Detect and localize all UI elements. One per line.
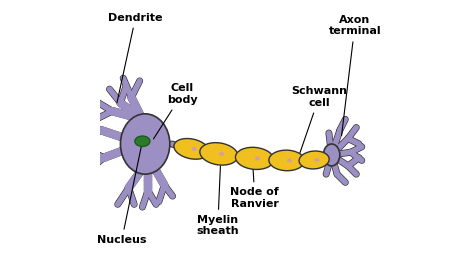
Ellipse shape <box>314 158 319 162</box>
Ellipse shape <box>299 151 329 169</box>
Ellipse shape <box>287 158 292 163</box>
Text: Myelin
sheath: Myelin sheath <box>197 166 239 237</box>
Ellipse shape <box>192 147 197 151</box>
Ellipse shape <box>255 156 260 160</box>
Ellipse shape <box>135 136 150 147</box>
Ellipse shape <box>323 144 340 166</box>
Ellipse shape <box>269 150 304 171</box>
Text: Cell
body: Cell body <box>154 83 198 139</box>
Text: Node of
Ranvier: Node of Ranvier <box>230 155 279 209</box>
Text: Dendrite: Dendrite <box>108 12 163 103</box>
Ellipse shape <box>200 143 238 165</box>
Text: Nucleus: Nucleus <box>97 144 146 245</box>
Text: Schwann
cell: Schwann cell <box>291 86 347 158</box>
Ellipse shape <box>236 147 273 170</box>
Text: Axon
terminal: Axon terminal <box>328 15 381 136</box>
Ellipse shape <box>120 114 170 174</box>
Ellipse shape <box>174 138 209 159</box>
Ellipse shape <box>219 152 224 156</box>
